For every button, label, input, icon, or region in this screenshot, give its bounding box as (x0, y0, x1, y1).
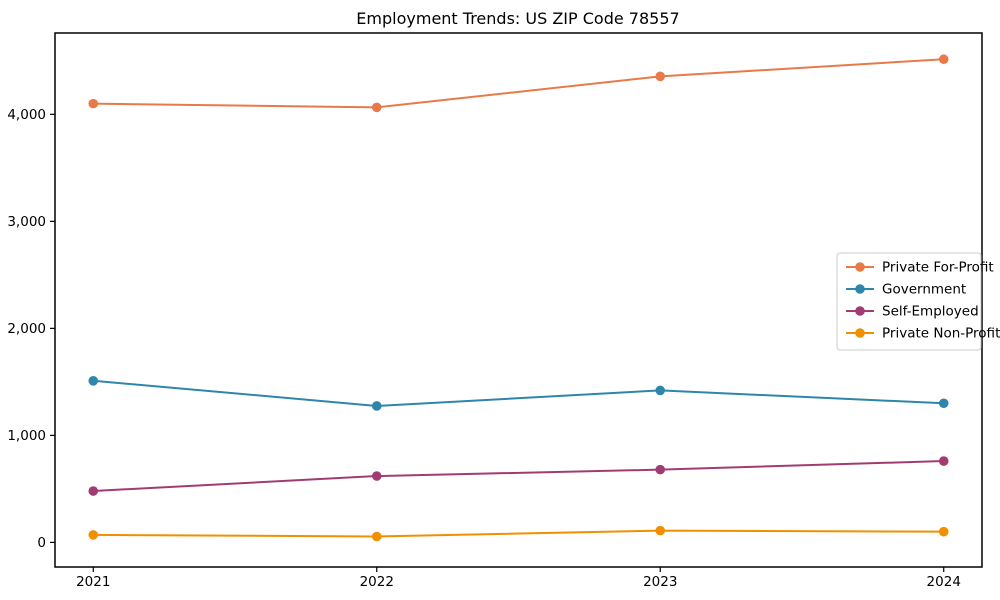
legend: Private For-Profit Government Self-Employe… (836, 252, 1000, 351)
y-tick-label: 1,000 (7, 428, 46, 444)
data-point-private-for-profit-2022 (371, 102, 382, 113)
x-tick-label: 2023 (643, 574, 677, 590)
series-line-private-for-profit (92, 58, 945, 109)
y-tick-label: 4,000 (7, 107, 46, 123)
legend-label-private-for-profit: Private For-Profit (882, 260, 994, 276)
legend-marker-government (855, 284, 865, 294)
data-point-private-for-profit-2023 (655, 71, 666, 82)
axes-box (54, 32, 983, 568)
data-point-government-2024 (938, 398, 949, 409)
data-point-private-non-profit-2023 (655, 525, 666, 536)
legend-label-self-employed: Self-Employed (882, 304, 979, 320)
data-point-self-employed-2022 (371, 471, 382, 481)
data-point-government-2023 (655, 385, 666, 396)
series-line-government (92, 379, 945, 407)
y-tick-label: 3,000 (7, 214, 46, 230)
legend-box (836, 252, 982, 351)
legend-label-government: Government (882, 282, 966, 298)
x-tick-label: 2022 (360, 574, 394, 590)
x-tick-label: 2024 (927, 574, 961, 590)
data-point-private-non-profit-2022 (371, 531, 382, 542)
data-point-self-employed-2023 (655, 464, 666, 475)
plot-area: 2021 2022 2023 2024 0 1,000 2,000 3,000 4,000 (7, 32, 983, 590)
legend-marker-self-employed (855, 306, 865, 316)
series-line-private-non-profit (92, 529, 945, 538)
data-point-private-non-profit-2021 (88, 530, 99, 540)
y-tick-label: 0 (37, 535, 46, 551)
legend-marker-private-for-profit (855, 262, 865, 272)
x-tick-label: 2021 (76, 574, 110, 590)
legend-label-private-non-profit: Private Non-Profit (882, 326, 1000, 342)
legend-marker-private-non-profit (855, 328, 865, 338)
y-tick-label: 2,000 (7, 321, 46, 337)
data-point-private-for-profit-2021 (88, 98, 99, 109)
data-point-government-2021 (88, 375, 99, 386)
data-point-self-employed-2024 (938, 456, 949, 466)
data-point-self-employed-2021 (88, 486, 99, 496)
data-point-private-for-profit-2024 (938, 54, 949, 65)
series-line-self-employed (92, 460, 945, 493)
chart-title: Employment Trends: US ZIP Code 78557 (356, 9, 679, 28)
data-point-government-2022 (371, 401, 382, 411)
data-point-private-non-profit-2024 (938, 526, 949, 537)
